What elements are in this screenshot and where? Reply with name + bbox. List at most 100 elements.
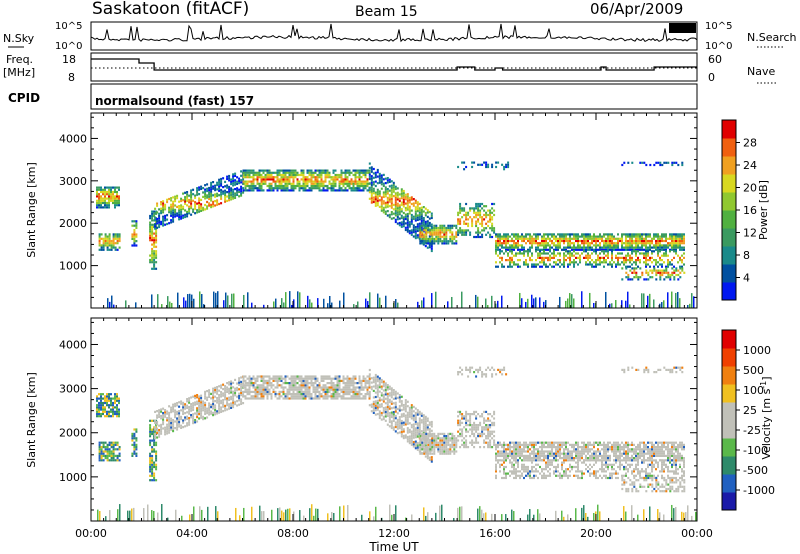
echo-cell (238, 377, 241, 380)
echo-cell (224, 391, 227, 394)
echo-cell (435, 226, 438, 230)
echo-cell (166, 417, 169, 420)
echo-cell (388, 198, 391, 201)
echo-cell (98, 237, 101, 240)
echo-cell (551, 233, 553, 236)
echo-cell (360, 189, 363, 192)
echo-cell (100, 206, 102, 209)
echo-cell (370, 410, 373, 413)
echo-cell (116, 393, 118, 396)
echo-cell (149, 424, 152, 427)
echo-cell (228, 194, 231, 197)
echo-cell (394, 214, 397, 217)
echo-cell (631, 278, 634, 281)
echo-cell (242, 379, 245, 382)
echo-cell (156, 436, 159, 439)
echo-cell (485, 163, 488, 166)
echo-cell (320, 395, 323, 398)
echo-cell (330, 178, 333, 181)
echo-cell (402, 406, 405, 409)
echo-cell (372, 198, 375, 201)
echo-cell (392, 406, 395, 409)
echo-cell (661, 246, 663, 249)
echo-cell (202, 191, 205, 194)
echo-cell (336, 390, 339, 393)
echo-cell (220, 202, 223, 205)
echo-cell (370, 192, 373, 195)
echo-cell (158, 429, 161, 432)
echo-cell (151, 217, 154, 220)
echo-cell (172, 196, 175, 199)
echo-cell (563, 252, 565, 255)
echo-cell (603, 233, 605, 236)
echo-cell (226, 390, 229, 393)
echo-cell (96, 190, 98, 194)
echo-cell (408, 229, 411, 233)
echo-cell (230, 387, 233, 390)
echo-cell (256, 388, 259, 391)
echo-cell (344, 169, 347, 172)
echo-cell (104, 201, 106, 205)
echo-cell (418, 419, 421, 422)
echo-cell (489, 218, 492, 221)
echo-cell (613, 244, 615, 247)
echo-cell (174, 413, 177, 416)
echo-cell (665, 250, 667, 253)
echo-cell (242, 187, 245, 190)
echo-cell (338, 377, 341, 380)
echo-cell (661, 235, 663, 238)
echo-cell (437, 235, 440, 238)
echo-cell (151, 228, 154, 231)
echo-cell (645, 269, 648, 272)
echo-cell (386, 397, 389, 400)
echo-cell (657, 233, 659, 236)
echo-cell (256, 187, 259, 190)
echo-cell (114, 242, 117, 245)
echo-cell (214, 389, 217, 392)
frequency-trace (91, 58, 697, 71)
echo-cell (240, 192, 243, 195)
echo-cell (384, 406, 387, 409)
echo-cell (589, 261, 591, 264)
echo-cell (218, 405, 221, 408)
echo-cell (365, 298, 367, 308)
echo-cell (151, 457, 154, 460)
echo-cell (348, 397, 351, 400)
echo-cell (178, 213, 181, 216)
echo-cell (156, 414, 159, 417)
echo-cell (613, 235, 615, 238)
echo-cell (248, 173, 251, 177)
echo-cell (102, 248, 105, 251)
echo-cell (423, 242, 426, 245)
echo-cell (98, 446, 101, 449)
echo-cell (116, 193, 118, 196)
echo-cell (292, 384, 295, 387)
echo-cell (398, 396, 401, 399)
echo-cell (422, 427, 425, 430)
echo-cell (104, 195, 106, 198)
echo-cell (116, 457, 119, 460)
echo-cell (384, 193, 387, 196)
echo-cell (394, 205, 397, 208)
echo-cell (441, 242, 444, 245)
echo-cell (354, 171, 357, 174)
echo-cell (102, 410, 104, 413)
echo-cell (495, 242, 497, 245)
echo-cell (236, 193, 239, 196)
echo-cell (149, 236, 152, 240)
echo-cell (601, 248, 603, 251)
echo-cell (455, 441, 458, 444)
echo-cell (252, 377, 255, 380)
echo-cell (308, 390, 311, 393)
echo-cell (108, 193, 110, 196)
echo-cell (585, 246, 587, 249)
echo-cell (348, 390, 351, 393)
echo-cell (306, 169, 309, 172)
echo-cell (326, 395, 329, 398)
echo-cell (228, 390, 231, 393)
echo-cell (404, 213, 407, 216)
echo-cell (206, 183, 209, 186)
echo-cell (539, 256, 541, 259)
echo-cell (356, 169, 359, 172)
echo-cell (412, 436, 415, 439)
